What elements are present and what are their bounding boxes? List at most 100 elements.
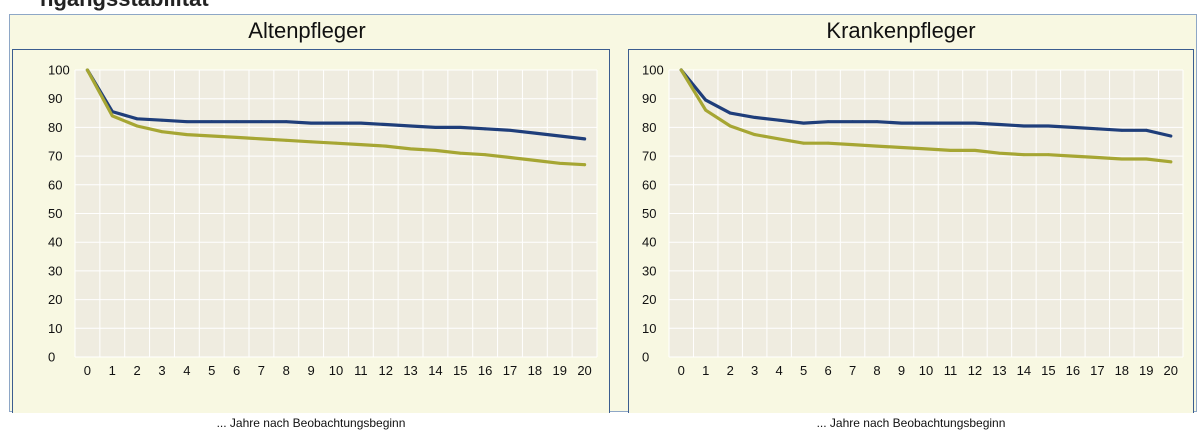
data-point [973, 148, 977, 152]
data-point [110, 114, 114, 118]
plot-frame: 0 10 20 30 40 50 60 70 80 90 100 0 1 2 3 4 5 6 7 8 9 10 11 12 13… [12, 49, 610, 430]
y-tick-label: 30 [48, 263, 62, 278]
x-tick-label: 9 [308, 363, 315, 378]
data-point [235, 120, 238, 124]
y-tick-label: 80 [48, 120, 62, 135]
data-point [998, 123, 1001, 126]
x-tick-label: 12 [968, 363, 982, 378]
data-point [334, 121, 338, 125]
data-point [826, 120, 830, 124]
x-tick-label: 19 [552, 363, 566, 378]
y-tick-label: 30 [642, 263, 656, 278]
data-point [284, 138, 288, 142]
y-tick-label: 40 [642, 235, 656, 250]
data-point [924, 121, 928, 125]
data-point [875, 144, 879, 148]
data-point [728, 124, 732, 128]
data-point [458, 126, 462, 129]
chart-altenpfleger: Altenpfleger 0 10 20 30 40 50 60 70 80 90 100 0 1 2 3 4… [10, 15, 610, 430]
data-point [704, 98, 708, 102]
y-tick-label: 60 [48, 177, 62, 192]
x-tick-label: 6 [824, 363, 831, 378]
charts-panel: Altenpfleger 0 10 20 30 40 50 60 70 80 90 100 0 1 2 3 4… [9, 14, 1198, 430]
data-point [508, 128, 512, 132]
data-point [973, 121, 977, 125]
x-tick-label: 14 [428, 363, 442, 378]
data-point [384, 123, 388, 126]
x-tick-label: 8 [873, 363, 880, 378]
x-tick-label: 20 [1164, 363, 1178, 378]
y-tick-label: 70 [642, 149, 656, 164]
data-point [1169, 160, 1173, 164]
x-tick-label: 18 [528, 363, 542, 378]
data-point [1120, 128, 1124, 132]
x-tick-label: 17 [503, 363, 517, 378]
y-tick-label: 100 [48, 63, 70, 78]
data-point [728, 111, 732, 115]
x-tick-label: 5 [208, 363, 215, 378]
x-tick-label: 0 [678, 363, 685, 378]
chart-title: Krankenpfleger [826, 18, 976, 43]
data-point [409, 124, 412, 128]
data-point [851, 120, 854, 124]
x-tick-label: 10 [329, 363, 343, 378]
data-point [753, 115, 757, 119]
data-point [160, 130, 164, 134]
y-tick-label: 10 [48, 321, 62, 336]
data-point [458, 151, 462, 155]
x-tick-label: 2 [134, 363, 141, 378]
y-tick-label: 60 [642, 177, 656, 192]
x-tick-label: 19 [1139, 363, 1153, 378]
data-point [826, 141, 830, 145]
x-tick-label: 15 [453, 363, 467, 378]
chart-krankenpfleger: Krankenpfleger 0 10 20 30 40 50 60 70 80 90 100 0 1 2… [604, 15, 1198, 430]
data-point [185, 120, 189, 124]
data-point [260, 120, 263, 124]
x-tick-label: 7 [849, 363, 856, 378]
data-point [949, 148, 952, 152]
data-point [359, 143, 363, 147]
data-point [1022, 124, 1026, 128]
data-point [309, 140, 313, 144]
data-point [583, 137, 586, 141]
x-axis-label: ... Jahre nach Beobachtungsbeginn [816, 416, 1006, 430]
y-tick-label: 100 [642, 63, 664, 78]
plot-frame: 0 10 20 30 40 50 60 70 80 90 100 0 1 2 3 4 5 6 7 8 9 10 11 12 13… [628, 49, 1194, 430]
y-tick-label: 50 [642, 206, 656, 221]
data-point [508, 156, 512, 159]
data-point [284, 120, 288, 124]
x-tick-label: 13 [992, 363, 1006, 378]
x-tick-label: 6 [233, 363, 240, 378]
x-tick-label: 20 [577, 363, 591, 378]
data-point [210, 120, 214, 124]
data-point [1046, 124, 1050, 128]
data-point [802, 121, 806, 125]
x-tick-label: 9 [898, 363, 905, 378]
x-tick-label: 5 [800, 363, 807, 378]
data-point [704, 108, 708, 112]
y-tick-label: 10 [642, 321, 656, 336]
data-point [753, 133, 757, 136]
chart-title: Altenpfleger [248, 18, 366, 43]
data-point [235, 136, 238, 139]
data-point [309, 121, 313, 125]
data-point [483, 153, 487, 157]
data-point [583, 163, 586, 167]
y-tick-label: 90 [48, 91, 62, 106]
x-tick-label: 15 [1041, 363, 1055, 378]
x-tick-label: 7 [258, 363, 265, 378]
x-axis-label: ... Jahre nach Beobachtungsbeginn [216, 416, 406, 430]
x-tick-label: 3 [158, 363, 165, 378]
data-point [900, 121, 903, 125]
x-tick-label: 10 [919, 363, 933, 378]
header-fragment: ngangsstabilität [40, 0, 209, 12]
data-point [533, 159, 537, 162]
y-tick-label: 20 [642, 292, 656, 307]
data-point [1144, 157, 1148, 161]
data-point [533, 131, 537, 135]
data-point [777, 118, 781, 122]
data-point [1095, 156, 1099, 159]
x-tick-label: 1 [702, 363, 709, 378]
